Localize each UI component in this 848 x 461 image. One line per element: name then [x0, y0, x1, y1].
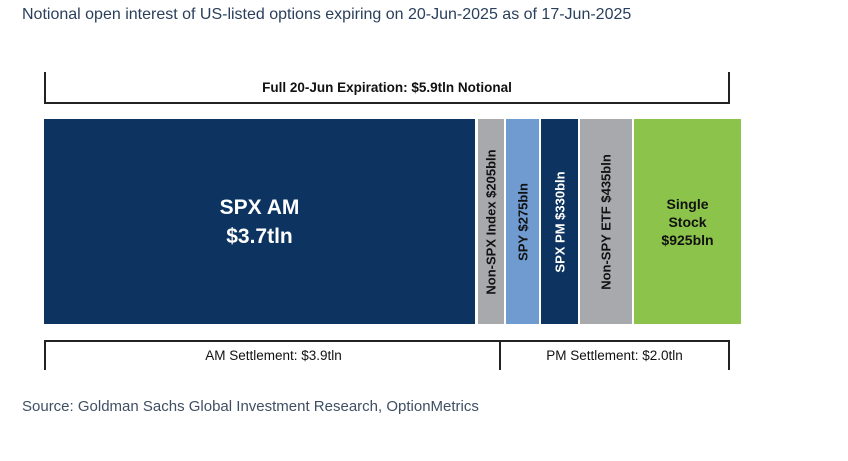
total-expiration-label: Full 20-Jun Expiration: $5.9tln Notional: [262, 80, 512, 95]
source-note: Source: Goldman Sachs Global Investment …: [22, 398, 479, 415]
block-non-spy-etf: Non-SPY ETF $435bln: [580, 119, 632, 324]
block-non-spy-etf-label: Non-SPY ETF $435bln: [598, 153, 614, 290]
block-single-stock-label: Single Stock $925bln: [634, 195, 741, 249]
block-spx-am-name: SPX AM: [219, 195, 300, 219]
block-spx-am: SPX AM $3.7tln: [44, 119, 475, 324]
block-non-spx-index: Non-SPX Index $205bln: [478, 119, 504, 324]
total-expiration-bracket: Full 20-Jun Expiration: $5.9tln Notional: [44, 72, 730, 104]
block-single-stock-line-1: Single: [666, 195, 709, 212]
am-settlement-bracket: AM Settlement: $3.9tln: [44, 340, 501, 370]
block-single-stock-value: $925bln: [661, 231, 714, 248]
block-spx-am-label: SPX AM $3.7tln: [44, 193, 475, 251]
block-single-stock-line-2: Stock: [668, 213, 707, 230]
chart-title: Notional open interest of US-listed opti…: [22, 6, 632, 23]
block-spy: SPY $275bln: [506, 119, 539, 324]
block-spx-pm: SPX PM $330bln: [541, 119, 578, 324]
pm-settlement-label: PM Settlement: $2.0tln: [546, 348, 683, 363]
stacked-bar: SPX AM $3.7tln Non-SPX Index $205bln SPY…: [44, 119, 741, 324]
block-non-spx-index-label: Non-SPX Index $205bln: [483, 148, 499, 295]
block-single-stock: Single Stock $925bln: [634, 119, 741, 324]
am-settlement-label: AM Settlement: $3.9tln: [205, 348, 342, 363]
block-spy-label: SPY $275bln: [515, 182, 530, 261]
block-spx-pm-label: SPX PM $330bln: [552, 170, 567, 273]
block-spx-am-value: $3.7tln: [226, 224, 293, 248]
pm-settlement-bracket: PM Settlement: $2.0tln: [499, 340, 730, 370]
